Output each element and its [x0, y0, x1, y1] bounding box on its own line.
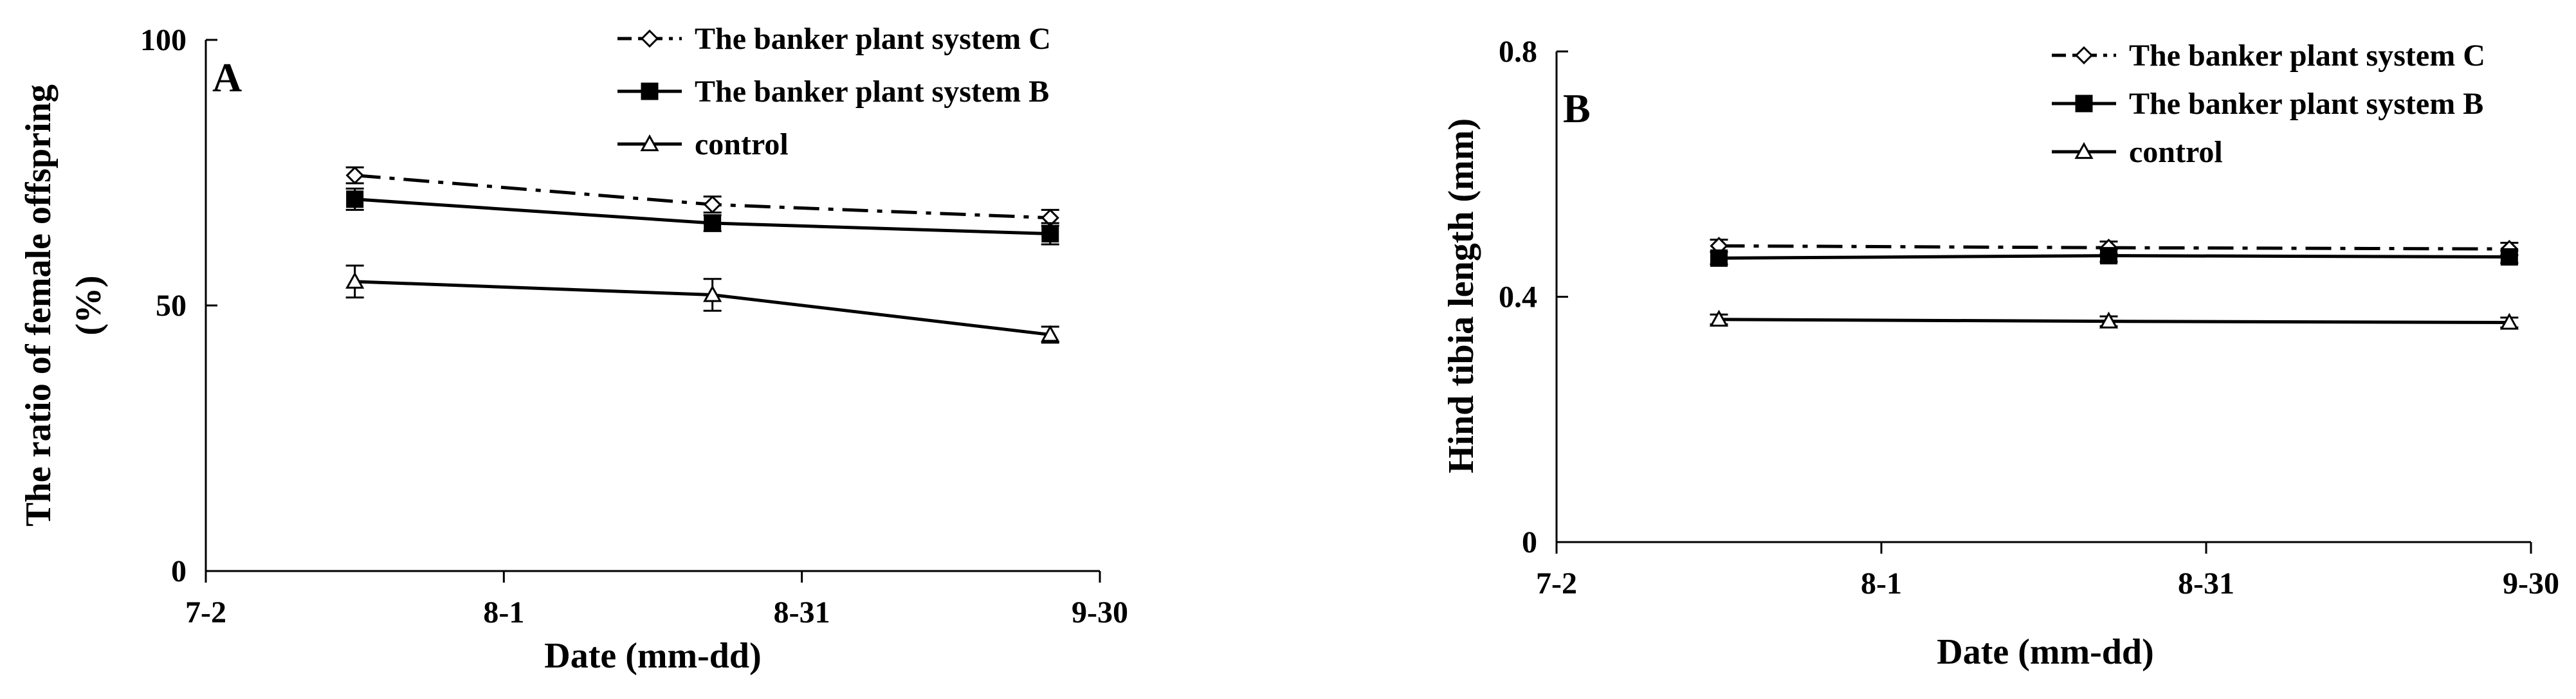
y-axis-title: (%) — [69, 275, 109, 335]
legend-marker — [2074, 46, 2094, 65]
legend-label: The banker plant system B — [2129, 87, 2483, 121]
legend-label: The banker plant system C — [2129, 39, 2485, 73]
legend-label: control — [2129, 135, 2223, 169]
legend-marker — [2074, 141, 2094, 159]
legend-marker — [640, 29, 659, 48]
series-line — [1719, 244, 2510, 251]
panel-a-chart: 0 50 100 7-2 8-1 8-31 9-30 Date (mm-dd) The rati… — [19, 22, 1128, 676]
panel-label: A — [212, 55, 242, 100]
legend-label: The banker plant system C — [695, 22, 1051, 56]
x-axis-title: Date (mm-dd) — [1937, 632, 2153, 672]
y-tick-label: 0 — [171, 554, 187, 588]
legend-marker — [2075, 95, 2093, 113]
data-point — [703, 195, 722, 214]
x-tick-label: 9-30 — [2503, 567, 2559, 601]
data-point — [345, 166, 364, 185]
panel-b-chart: 0 0.4 0.8 7-2 8-1 8-31 9-30 Date (mm-dd) Hind ti… — [1441, 35, 2559, 672]
x-tick-label: 8-31 — [2178, 567, 2234, 601]
y-axis-title: The ratio of female offspring — [19, 84, 59, 526]
data-point — [1041, 325, 1060, 342]
series-line — [354, 174, 1050, 220]
y-tick-label: 0.4 — [1499, 280, 1537, 314]
data-point — [2500, 248, 2518, 266]
x-axis-title: Date (mm-dd) — [544, 636, 761, 676]
legend-marker — [641, 82, 659, 100]
data-point — [703, 285, 722, 302]
data-point — [1709, 309, 1729, 327]
data-point — [2499, 313, 2519, 330]
panel-label: B — [1563, 86, 1591, 131]
legend-label: The banker plant system B — [695, 75, 1049, 109]
data-point — [1710, 249, 1728, 267]
x-tick-label: 7-2 — [185, 595, 226, 630]
data-point — [345, 271, 365, 289]
x-tick-label: 8-1 — [483, 595, 524, 630]
data-point — [2100, 247, 2117, 265]
y-tick-label: 0.8 — [1499, 35, 1537, 69]
data-point — [2099, 311, 2119, 329]
data-point — [1041, 224, 1059, 242]
x-tick-label: 8-31 — [774, 595, 830, 630]
series-line — [354, 280, 1051, 336]
legend-label: control — [695, 127, 789, 161]
y-axis-title: Hind tibia length (mm) — [1441, 118, 1481, 473]
x-tick-label: 8-1 — [1861, 567, 1902, 601]
y-tick-label: 100 — [140, 23, 187, 57]
data-point — [346, 190, 364, 208]
x-tick-label: 9-30 — [1072, 595, 1128, 630]
y-tick-label: 50 — [156, 289, 187, 323]
x-tick-label: 7-2 — [1536, 567, 1577, 601]
y-tick-label: 0 — [1522, 525, 1537, 559]
data-point — [704, 214, 722, 232]
legend-marker — [640, 134, 659, 152]
